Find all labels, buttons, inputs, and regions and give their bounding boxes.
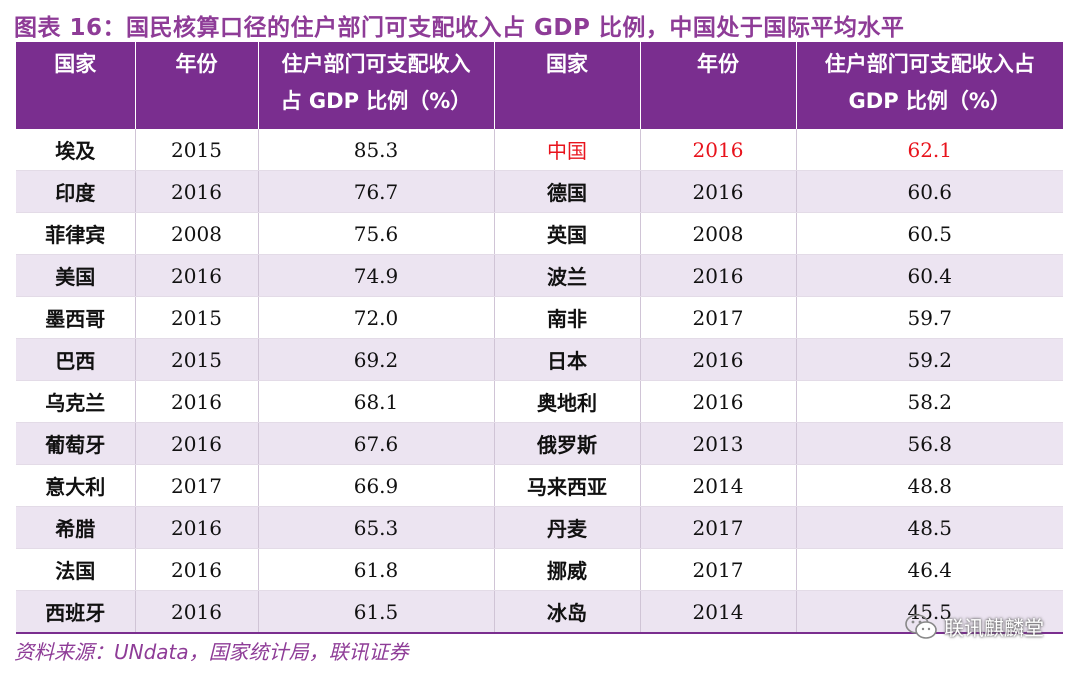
header-country-right: 国家 — [494, 42, 641, 129]
country-cell: 巴西 — [16, 338, 136, 381]
header-ratio-right: 住户部门可支配收入占 GDP 比例（%） — [796, 42, 1063, 129]
ratio-cell: 68.1 — [258, 380, 495, 423]
country-cell: 丹麦 — [494, 506, 641, 549]
ratio-cell: 56.8 — [796, 422, 1063, 465]
ratio-cell: 66.9 — [258, 464, 495, 507]
table-row: 巴西 2015 69.2 日本 2016 59.2 — [16, 338, 1063, 381]
table-header-row: 国家 年份 住户部门可支配收入占 GDP 比例（%） 国家 年份 住户部门可支配… — [16, 42, 1063, 129]
wechat-icon — [904, 613, 938, 641]
year-cell: 2016 — [640, 254, 797, 297]
country-cell: 奥地利 — [494, 380, 641, 423]
table-row: 印度 2016 76.7 德国 2016 60.6 — [16, 170, 1063, 213]
ratio-cell: 59.7 — [796, 296, 1063, 339]
ratio-cell: 46.4 — [796, 548, 1063, 591]
country-cell: 中国 — [494, 129, 641, 171]
ratio-cell: 67.6 — [258, 422, 495, 465]
ratio-cell: 61.8 — [258, 548, 495, 591]
table-row: 埃及 2015 85.3 中国 2016 62.1 — [16, 129, 1063, 171]
header-year-left: 年份 — [135, 42, 259, 129]
ratio-cell: 72.0 — [258, 296, 495, 339]
watermark-text: 联讯麒麟堂 — [944, 616, 1044, 640]
country-cell: 希腊 — [16, 506, 136, 549]
table-row: 希腊 2016 65.3 丹麦 2017 48.5 — [16, 506, 1063, 549]
country-cell: 美国 — [16, 254, 136, 297]
income-ratio-table: 国家 年份 住户部门可支配收入占 GDP 比例（%） 国家 年份 住户部门可支配… — [16, 42, 1063, 634]
table-row: 葡萄牙 2016 67.6 俄罗斯 2013 56.8 — [16, 422, 1063, 465]
country-cell: 乌克兰 — [16, 380, 136, 423]
ratio-cell: 76.7 — [258, 170, 495, 213]
table-row: 美国 2016 74.9 波兰 2016 60.4 — [16, 254, 1063, 297]
table-row: 墨西哥 2015 72.0 南非 2017 59.7 — [16, 296, 1063, 339]
country-cell: 埃及 — [16, 129, 136, 171]
year-cell: 2017 — [640, 296, 797, 339]
country-cell: 冰岛 — [494, 590, 641, 634]
country-cell: 南非 — [494, 296, 641, 339]
country-cell: 马来西亚 — [494, 464, 641, 507]
country-cell: 西班牙 — [16, 590, 136, 634]
ratio-cell: 60.6 — [796, 170, 1063, 213]
year-cell: 2015 — [135, 129, 259, 171]
country-cell: 菲律宾 — [16, 212, 136, 255]
year-cell: 2016 — [135, 590, 259, 634]
country-cell: 俄罗斯 — [494, 422, 641, 465]
year-cell: 2015 — [135, 338, 259, 381]
ratio-cell: 85.3 — [258, 129, 495, 171]
country-cell: 波兰 — [494, 254, 641, 297]
country-cell: 英国 — [494, 212, 641, 255]
ratio-cell: 59.2 — [796, 338, 1063, 381]
ratio-cell: 74.9 — [258, 254, 495, 297]
watermark: 联讯麒麟堂 — [904, 612, 1044, 641]
year-cell: 2016 — [135, 422, 259, 465]
ratio-cell: 61.5 — [258, 590, 495, 634]
ratio-cell: 69.2 — [258, 338, 495, 381]
header-country-left: 国家 — [16, 42, 136, 129]
ratio-cell: 48.5 — [796, 506, 1063, 549]
year-cell: 2008 — [640, 212, 797, 255]
year-cell: 2017 — [135, 464, 259, 507]
table-row: 西班牙 2016 61.5 冰岛 2014 45.5 — [16, 590, 1063, 634]
year-cell: 2014 — [640, 590, 797, 634]
year-cell: 2016 — [135, 380, 259, 423]
year-cell: 2016 — [135, 506, 259, 549]
ratio-cell: 62.1 — [796, 129, 1063, 171]
table-row: 法国 2016 61.8 挪威 2017 46.4 — [16, 548, 1063, 591]
figure-title: 图表 16：国民核算口径的住户部门可支配收入占 GDP 比例，中国处于国际平均水… — [14, 15, 905, 41]
ratio-cell: 60.4 — [796, 254, 1063, 297]
year-cell: 2016 — [135, 548, 259, 591]
header-year-right: 年份 — [640, 42, 797, 129]
year-cell: 2016 — [640, 338, 797, 381]
year-cell: 2016 — [640, 380, 797, 423]
header-ratio-left: 住户部门可支配收入占 GDP 比例（%） — [258, 42, 495, 129]
country-cell: 法国 — [16, 548, 136, 591]
table-row: 意大利 2017 66.9 马来西亚 2014 48.8 — [16, 464, 1063, 507]
ratio-cell: 60.5 — [796, 212, 1063, 255]
table-row: 乌克兰 2016 68.1 奥地利 2016 58.2 — [16, 380, 1063, 423]
year-cell: 2014 — [640, 464, 797, 507]
ratio-cell: 75.6 — [258, 212, 495, 255]
country-cell: 德国 — [494, 170, 641, 213]
country-cell: 意大利 — [16, 464, 136, 507]
year-cell: 2016 — [640, 129, 797, 171]
year-cell: 2015 — [135, 296, 259, 339]
country-cell: 葡萄牙 — [16, 422, 136, 465]
source-note: 资料来源：UNdata，国家统计局，联讯证券 — [14, 640, 409, 664]
year-cell: 2016 — [135, 254, 259, 297]
table-row: 菲律宾 2008 75.6 英国 2008 60.5 — [16, 212, 1063, 255]
ratio-cell: 58.2 — [796, 380, 1063, 423]
year-cell: 2008 — [135, 212, 259, 255]
ratio-cell: 48.8 — [796, 464, 1063, 507]
country-cell: 日本 — [494, 338, 641, 381]
year-cell: 2017 — [640, 548, 797, 591]
country-cell: 挪威 — [494, 548, 641, 591]
year-cell: 2013 — [640, 422, 797, 465]
year-cell: 2016 — [640, 170, 797, 213]
year-cell: 2017 — [640, 506, 797, 549]
country-cell: 墨西哥 — [16, 296, 136, 339]
country-cell: 印度 — [16, 170, 136, 213]
ratio-cell: 65.3 — [258, 506, 495, 549]
year-cell: 2016 — [135, 170, 259, 213]
